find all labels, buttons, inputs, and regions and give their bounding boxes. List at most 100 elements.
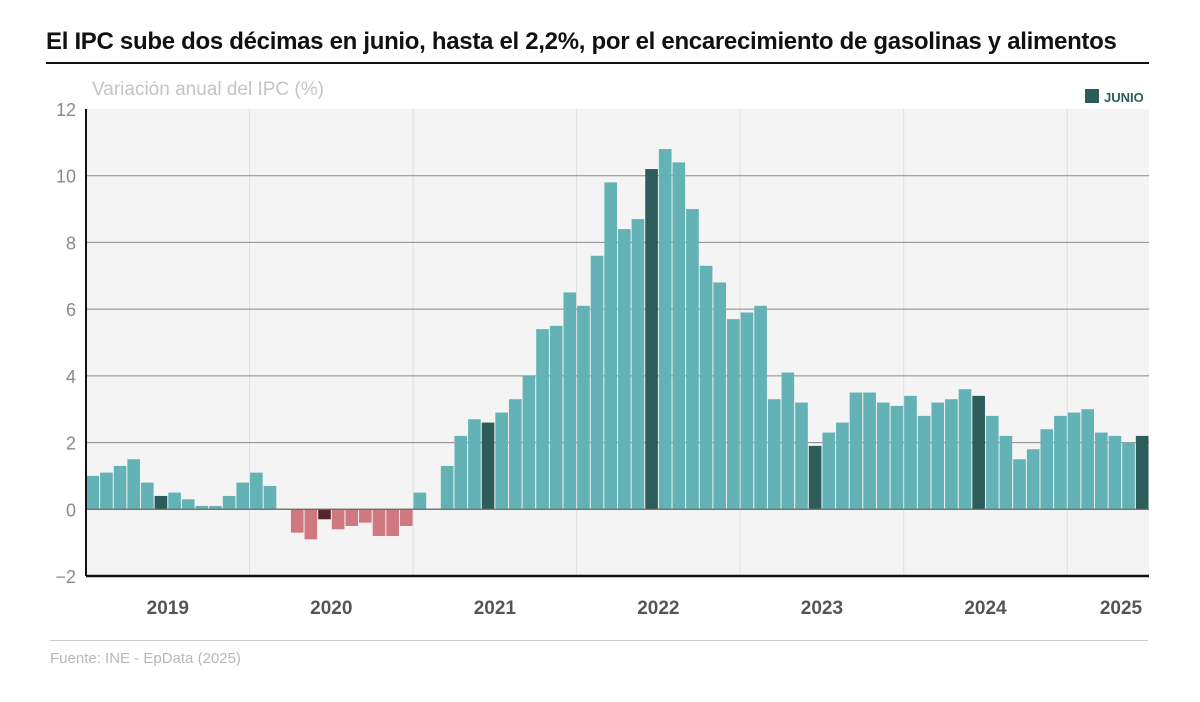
bar-2020-12 [399, 509, 413, 526]
bar-2024-06 [972, 395, 985, 510]
bar-2021-07 [495, 412, 508, 510]
x-tick-label-2022: 2022 [637, 598, 679, 619]
bar-2023-11 [876, 402, 890, 510]
bar-2022-10 [699, 265, 713, 510]
bar-2021-11 [549, 325, 563, 510]
bar-2022-06 [645, 169, 658, 510]
bar-2024-04 [945, 399, 958, 510]
bar-2022-02 [590, 255, 604, 510]
bar-2021-09 [522, 375, 536, 510]
y-tick-label: 12 [56, 100, 76, 120]
bar-2019-01 [86, 475, 100, 510]
bar-2021-08 [508, 399, 522, 510]
bar-2020-09 [359, 509, 372, 523]
bar-2020-08 [345, 509, 359, 526]
bar-2019-09 [195, 505, 209, 510]
bar-2023-03 [767, 399, 781, 510]
bar-2022-09 [686, 209, 699, 510]
bar-2023-05 [795, 402, 808, 510]
x-tick-label-2021: 2021 [474, 598, 517, 619]
bar-2024-05 [958, 389, 972, 510]
bar-2025-02 [1081, 409, 1094, 510]
axes: 12 10 8 6 4 2 0 −2 2019 2020 2021 2022 2023 2024 2025 [55, 100, 1149, 619]
bar-2021-01 [413, 492, 427, 510]
bar-2022-04 [618, 229, 631, 510]
bars [86, 149, 1149, 540]
bar-2025-06 [1135, 435, 1149, 510]
bar-2019-10 [209, 505, 222, 510]
bar-2019-02 [100, 472, 113, 510]
bar-2024-02 [917, 415, 931, 510]
bar-2020-04 [290, 509, 304, 533]
bar-2021-10 [536, 329, 549, 510]
bar-2020-02 [263, 485, 277, 510]
bar-2025-04 [1108, 435, 1122, 510]
bar-2021-12 [563, 292, 577, 510]
bar-2019-05 [141, 482, 154, 510]
bar-2025-05 [1122, 442, 1135, 510]
bar-2024-11 [1040, 429, 1054, 510]
bar-2024-09 [1013, 459, 1026, 510]
bar-2024-03 [931, 402, 945, 510]
bar-2023-12 [890, 405, 904, 510]
bar-2025-03 [1094, 432, 1108, 510]
bar-2019-12 [236, 482, 250, 510]
chart-title: El IPC sube dos décimas en junio, hasta … [46, 28, 1117, 55]
bar-2019-04 [127, 459, 141, 510]
y-tick-label: 0 [66, 500, 76, 520]
source-note: Fuente: INE - EpData (2025) [50, 650, 241, 667]
bar-2022-05 [631, 219, 645, 510]
y-tick-label: 4 [66, 367, 76, 387]
title-divider [46, 62, 1149, 64]
bar-2019-11 [222, 495, 236, 510]
bar-2022-03 [604, 182, 617, 510]
bar-2022-11 [713, 282, 727, 510]
plot-background [86, 109, 1149, 576]
bar-2022-01 [577, 305, 590, 510]
bar-2019-03 [113, 465, 127, 510]
bar-2020-06 [318, 509, 331, 520]
bar-2022-12 [727, 319, 740, 510]
bar-2023-07 [822, 432, 836, 510]
bar-2021-03 [440, 465, 454, 510]
bar-2020-01 [250, 472, 263, 510]
y-tick-label: −2 [55, 567, 76, 587]
bar-2023-10 [863, 392, 876, 510]
bar-2024-07 [985, 415, 999, 510]
bar-2023-01 [740, 312, 754, 510]
bar-2020-07 [331, 509, 345, 530]
y-tick-label: 8 [66, 233, 76, 253]
bar-2025-01 [1067, 412, 1081, 510]
bar-2023-02 [754, 305, 767, 510]
bar-2023-09 [849, 392, 863, 510]
bar-2021-06 [481, 422, 495, 510]
footer-divider [50, 640, 1148, 641]
x-tick-label-2025: 2025 [1100, 598, 1143, 619]
legend-label-junio: JUNIO [1104, 90, 1144, 105]
y-tick-label: 2 [66, 434, 76, 454]
bar-2020-05 [304, 509, 318, 540]
bar-2021-04 [454, 435, 468, 510]
bar-2024-12 [1054, 415, 1067, 510]
bar-2023-06 [808, 445, 822, 510]
bar-2020-11 [386, 509, 399, 536]
x-tick-label-2023: 2023 [801, 598, 843, 619]
bar-2024-08 [999, 435, 1013, 510]
bar-2019-07 [168, 492, 181, 510]
bar-2020-10 [372, 509, 386, 536]
x-tick-label-2024: 2024 [964, 598, 1007, 619]
x-tick-label-2019: 2019 [147, 598, 189, 619]
bar-2024-10 [1026, 449, 1040, 510]
bar-2022-07 [658, 149, 672, 510]
x-tick-label-2020: 2020 [310, 598, 352, 619]
y-tick-label: 6 [66, 300, 76, 320]
chart-subtitle: Variación anual del IPC (%) [92, 79, 324, 100]
bar-2024-01 [904, 395, 917, 510]
bar-2021-05 [468, 419, 481, 510]
bar-2023-08 [836, 422, 849, 510]
y-tick-label: 10 [56, 167, 76, 187]
legend-swatch-junio [1085, 89, 1099, 103]
bar-2022-08 [672, 162, 686, 510]
bar-2023-04 [781, 372, 795, 510]
